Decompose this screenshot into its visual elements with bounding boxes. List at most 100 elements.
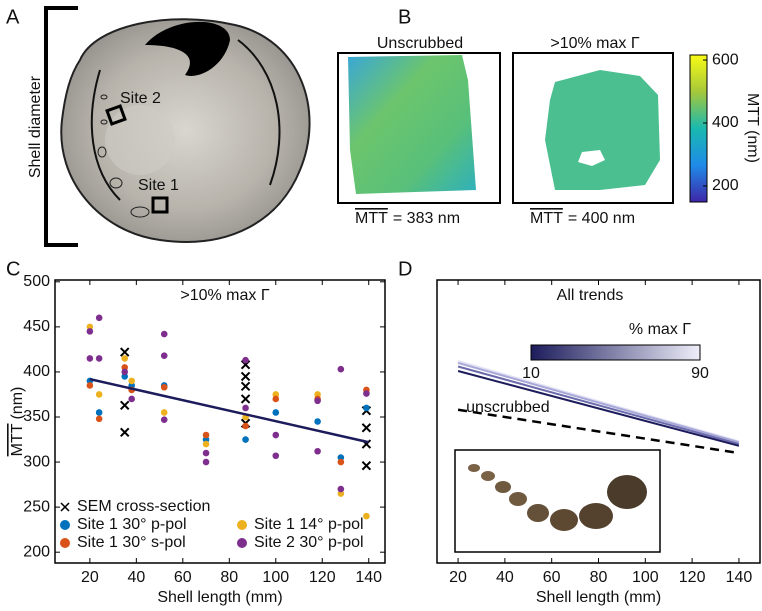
shell-spire	[105, 105, 175, 175]
shell-hole	[100, 94, 108, 100]
line	[457, 370, 740, 447]
shell-thumb	[607, 475, 647, 509]
site-box	[105, 104, 127, 126]
point	[86, 382, 94, 389]
colorbar	[689, 54, 708, 203]
site-label: Site 1	[138, 177, 179, 194]
point	[128, 377, 135, 385]
shell-hole	[109, 177, 123, 189]
y-tick-label: 250	[23, 498, 50, 515]
point	[86, 355, 94, 362]
point	[95, 355, 103, 362]
line	[457, 360, 740, 443]
legend-label: Site 1 30° p-pol	[77, 516, 187, 533]
legend-marker	[60, 538, 70, 548]
point-x	[361, 423, 372, 433]
map-stat: MTT = 383 nm	[355, 210, 460, 227]
point	[363, 512, 370, 520]
legend-label: Site 1 30° s-pol	[77, 534, 186, 551]
point	[160, 352, 168, 360]
y-tick-label: 500	[23, 273, 50, 290]
inset-photo	[454, 449, 661, 553]
point	[202, 458, 210, 466]
heatmap-gap	[578, 150, 605, 166]
x-tick-label: 100	[262, 569, 289, 586]
point	[121, 355, 129, 362]
point-x-stroke	[361, 460, 372, 471]
colorbar-tick-label: 10	[522, 365, 540, 382]
legend-marker	[237, 520, 247, 530]
point	[95, 415, 103, 423]
x-tick-label: 140	[726, 569, 753, 586]
y-axis-label: MTT (nm)	[9, 387, 26, 457]
point	[314, 418, 321, 425]
shell-hole	[130, 206, 150, 218]
x-tick-label: 60	[543, 569, 561, 586]
x-tick-label: 20	[81, 569, 99, 586]
axis-label: Shell diameter	[27, 75, 44, 178]
panel-letter: D	[398, 258, 412, 280]
shell-hole	[100, 119, 108, 125]
legend-marker	[60, 502, 70, 512]
point	[86, 328, 94, 335]
legend-marker	[237, 538, 247, 548]
heatmap	[545, 70, 660, 190]
shell-photo	[60, 18, 311, 243]
colorbar-tick-label: 400	[712, 114, 739, 131]
point	[242, 356, 249, 364]
point-x-stroke	[120, 400, 130, 410]
chart-title: >10% max Γ	[180, 287, 269, 304]
point	[202, 431, 210, 439]
x-tick-label: 140	[355, 569, 382, 586]
colorbar-tick-label: 600	[712, 51, 739, 68]
point	[272, 431, 280, 439]
point	[95, 391, 103, 398]
x-axis-label: Shell length (mm)	[536, 589, 661, 606]
colorbar-label: % max Γ	[629, 321, 691, 338]
colorbar-tick-label: 90	[691, 365, 709, 382]
panel-letter: A	[6, 6, 20, 28]
x-tick-label: 120	[309, 569, 336, 586]
x-tick-label: 120	[679, 569, 706, 586]
diameter-bracket	[44, 6, 78, 247]
point	[128, 395, 135, 403]
point-x-stroke	[240, 394, 251, 404]
shell-line	[237, 39, 281, 186]
map-stat: MTT = 400 nm	[530, 210, 635, 227]
y-tick-label: 450	[23, 318, 50, 335]
line	[457, 408, 740, 455]
shell-thumb	[495, 481, 511, 493]
stat-value: = 383 nm	[393, 210, 460, 227]
point	[160, 330, 168, 338]
point	[314, 447, 321, 455]
point	[272, 395, 280, 403]
x-tick-label: 100	[632, 569, 659, 586]
colorbar-label: MTT (nm)	[744, 93, 761, 163]
point	[242, 404, 249, 412]
point	[337, 365, 345, 373]
x-tick-label: 80	[220, 569, 238, 586]
heatmap	[348, 55, 476, 194]
plot-frame	[54, 279, 386, 564]
point	[202, 449, 210, 457]
point	[272, 452, 280, 460]
chart-title: All trends	[557, 287, 624, 304]
line	[457, 361, 740, 444]
point	[160, 409, 168, 416]
point	[160, 383, 168, 391]
point	[314, 397, 321, 405]
shell-crescent	[145, 21, 230, 76]
legend-label: SEM cross-section	[77, 498, 210, 515]
map-title: >10% max Γ	[550, 35, 639, 52]
stat-symbol: MTT	[530, 210, 563, 227]
point-x	[240, 371, 251, 382]
y-tick-label: 350	[23, 408, 50, 425]
point-x	[240, 381, 251, 392]
point	[242, 422, 249, 430]
point-x-stroke	[240, 381, 251, 392]
point	[202, 440, 210, 448]
point-x	[240, 394, 251, 404]
y-tick-label: 200	[23, 543, 50, 560]
shell-hole	[97, 146, 107, 158]
point	[121, 368, 129, 376]
